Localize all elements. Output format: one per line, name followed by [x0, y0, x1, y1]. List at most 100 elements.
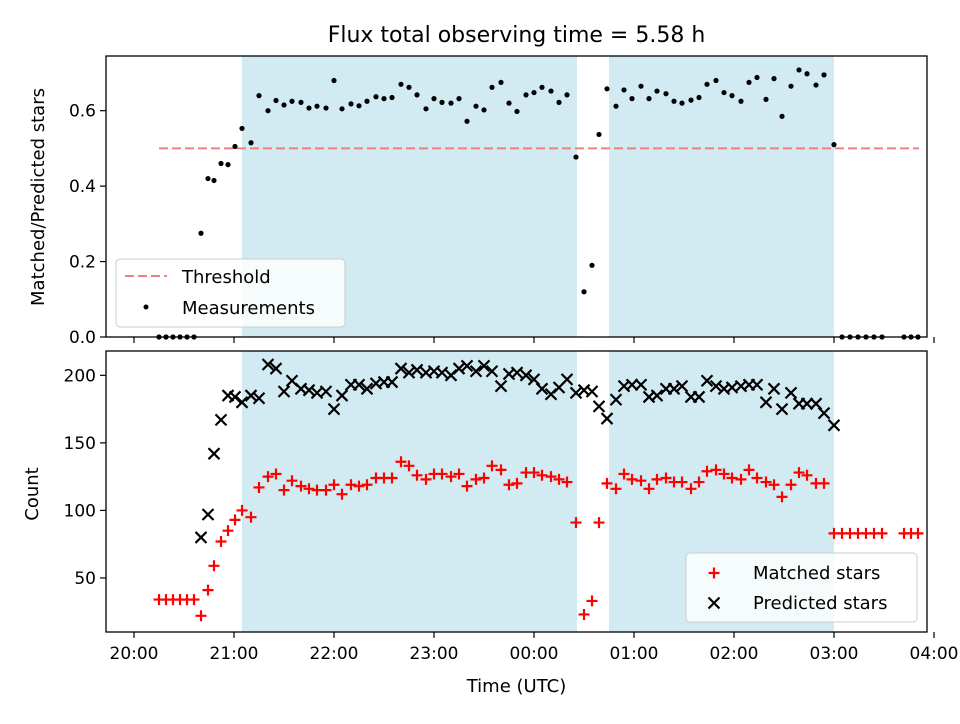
measurement-point — [456, 96, 462, 102]
predicted-star-point — [277, 385, 291, 398]
predicted-star-point — [207, 447, 221, 460]
matched-star-point — [710, 464, 722, 476]
measurement-point — [331, 77, 337, 84]
matched-star-point — [593, 517, 605, 529]
predicted-star-point — [519, 369, 533, 382]
top-axes-frame — [105, 55, 928, 338]
measurement-point — [613, 103, 619, 109]
measurement-point — [489, 84, 495, 90]
matched-star-point — [685, 483, 697, 495]
legend-predicted-x — [707, 596, 721, 610]
matched-star-point — [403, 460, 415, 472]
matched-star-point — [395, 456, 407, 468]
star-count-points — [153, 358, 924, 622]
bottom-legend-box — [685, 552, 918, 623]
predicted-star-point — [244, 389, 258, 402]
matched-star-point — [195, 610, 207, 622]
measurement-point — [431, 96, 437, 102]
bottom-y-ticks: 50 100 150 200 — [64, 366, 106, 589]
bottom-xtick-label: 20:00 — [110, 644, 159, 664]
measurement-point — [589, 262, 595, 268]
measurement-point — [281, 102, 287, 108]
measurement-point — [389, 94, 395, 101]
matched-star-point — [876, 527, 888, 539]
predicted-star-point — [650, 389, 664, 402]
measurement-point — [596, 131, 602, 138]
matched-star-point — [470, 473, 482, 485]
predicted-star-point — [535, 382, 549, 396]
matched-star-point — [570, 517, 582, 529]
measurement-point — [218, 160, 224, 167]
matched-star-point — [411, 469, 423, 481]
measurement-point — [205, 175, 211, 182]
predicted-star-point — [402, 366, 416, 379]
predicted-star-point — [228, 390, 242, 404]
bottom-x-ticks: 20:00 21:00 22:00 23:00 00:00 01:00 02:00 03:00… — [110, 632, 959, 664]
bottom-xtick-label: 02:00 — [710, 644, 759, 664]
predicted-star-point — [750, 378, 764, 392]
matched-star-point — [361, 479, 373, 491]
matched-star-point — [262, 471, 274, 483]
predicted-star-point — [625, 378, 639, 392]
measurement-points — [156, 67, 921, 340]
predicted-star-point — [319, 385, 333, 398]
matched-star-point — [676, 476, 688, 488]
bottom-xtick-label: 22:00 — [310, 644, 359, 664]
x-axis-label: Time (UTC) — [466, 676, 567, 697]
bottom-y-axis-label: Count — [22, 467, 43, 520]
predicted-star-point — [235, 396, 249, 409]
predicted-star-point — [394, 362, 408, 375]
matched-star-point — [601, 477, 613, 489]
matched-star-point — [208, 560, 220, 572]
matched-star-point — [618, 468, 630, 480]
matched-star-point — [643, 483, 655, 495]
measurement-point — [514, 108, 520, 115]
top-legend: Threshold Measurements — [115, 258, 346, 328]
matched-star-point — [320, 484, 332, 496]
matched-star-point — [503, 479, 515, 491]
measurement-point — [771, 76, 777, 82]
matched-star-point — [202, 584, 214, 596]
matched-star-point — [743, 464, 755, 476]
predicted-star-point — [477, 359, 491, 373]
bottom-xtick-label: 00:00 — [510, 644, 559, 664]
measurement-point — [364, 98, 370, 104]
measurement-point — [804, 71, 810, 77]
predicted-star-point — [827, 419, 841, 432]
measurement-point — [198, 230, 204, 236]
measurement-point — [225, 162, 231, 168]
predicted-star-point — [569, 386, 583, 400]
chart-title: Flux total observing time = 5.58 h — [328, 23, 706, 48]
predicted-star-point — [609, 393, 623, 406]
matched-star-point — [801, 469, 813, 481]
top-x-ticks — [133, 337, 935, 343]
top-y-ticks: 0.0 0.2 0.4 0.6 — [69, 102, 106, 348]
measurement-point — [831, 142, 837, 148]
matched-star-point — [793, 467, 805, 479]
matched-star-point — [693, 476, 705, 488]
measurement-point — [398, 81, 404, 87]
matched-star-point — [461, 480, 473, 492]
measurement-point — [232, 143, 238, 150]
matched-star-point — [785, 479, 797, 491]
matched-star-point — [215, 535, 227, 547]
measurement-point — [506, 100, 512, 106]
matched-star-point — [436, 468, 448, 480]
predicted-star-point — [667, 382, 681, 396]
matched-star-point — [286, 475, 298, 487]
predicted-star-point — [767, 382, 781, 396]
measurement-point — [729, 93, 735, 99]
measurement-point — [754, 74, 760, 81]
measurement-point — [439, 99, 445, 105]
matched-star-point — [701, 465, 713, 477]
bottom-ytick-label: 50 — [74, 569, 96, 589]
measurement-point — [713, 77, 719, 84]
matched-star-point — [818, 477, 830, 489]
top-ytick-label: 0.6 — [69, 102, 96, 122]
predicted-star-point — [817, 406, 831, 420]
predicted-star-point — [385, 375, 399, 389]
matched-star-point — [626, 473, 638, 485]
matched-star-point — [660, 472, 672, 484]
measurement-point — [273, 97, 279, 104]
matched-star-point — [245, 511, 257, 523]
